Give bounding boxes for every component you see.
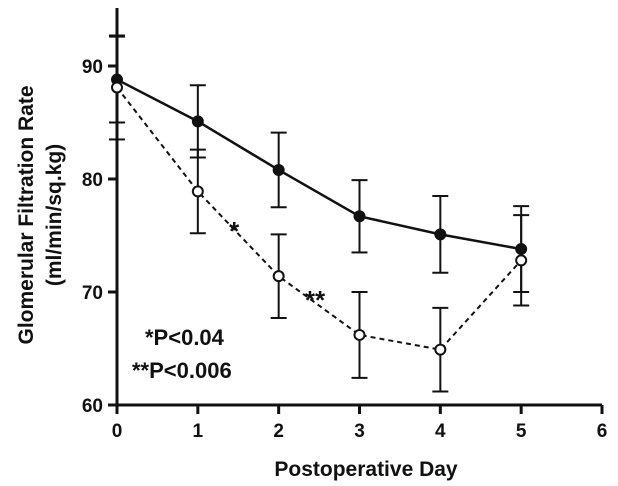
x-tick-label: 5 <box>516 421 527 442</box>
x-axis-title: Postoperative Day <box>274 458 458 481</box>
x-tick-label: 2 <box>273 421 284 442</box>
data-point <box>353 210 366 223</box>
data-point <box>272 163 285 176</box>
data-point <box>434 228 447 241</box>
x-tick-label: 4 <box>435 421 446 442</box>
series-2 <box>109 34 530 393</box>
x-tick-label: 1 <box>193 421 204 442</box>
x-tick-label: 0 <box>112 421 123 442</box>
pvalue-annotation-2: **P<0.006 <box>132 358 232 383</box>
series-line <box>116 86 522 351</box>
data-point <box>353 328 366 341</box>
x-tick-label: 3 <box>354 421 365 442</box>
x-tick-label: 6 <box>597 421 608 442</box>
y-ticks: 60 70 80 90 <box>82 57 117 417</box>
y-axis-unit: (ml/min/sq.kg) <box>43 144 66 286</box>
y-axis-title: Glomerular Filtration Rate <box>15 85 38 344</box>
data-point <box>191 115 204 128</box>
data-point <box>191 185 204 198</box>
data-point <box>515 254 528 267</box>
pvalue-annotation-1: *P<0.04 <box>145 325 225 350</box>
series-line <box>116 78 522 251</box>
y-tick-label: 90 <box>82 57 103 78</box>
data-point <box>434 343 447 356</box>
x-ticks: 0 1 2 3 4 5 6 <box>112 405 608 442</box>
series-layer <box>109 34 530 393</box>
y-tick-label: 60 <box>82 396 103 417</box>
y-tick-label: 80 <box>82 170 103 191</box>
data-point <box>111 81 123 94</box>
significance-star-double: ** <box>305 285 326 315</box>
y-tick-label: 70 <box>82 283 103 304</box>
series-1 <box>109 35 530 293</box>
significance-star-single: * <box>229 216 240 246</box>
data-point <box>272 270 285 283</box>
